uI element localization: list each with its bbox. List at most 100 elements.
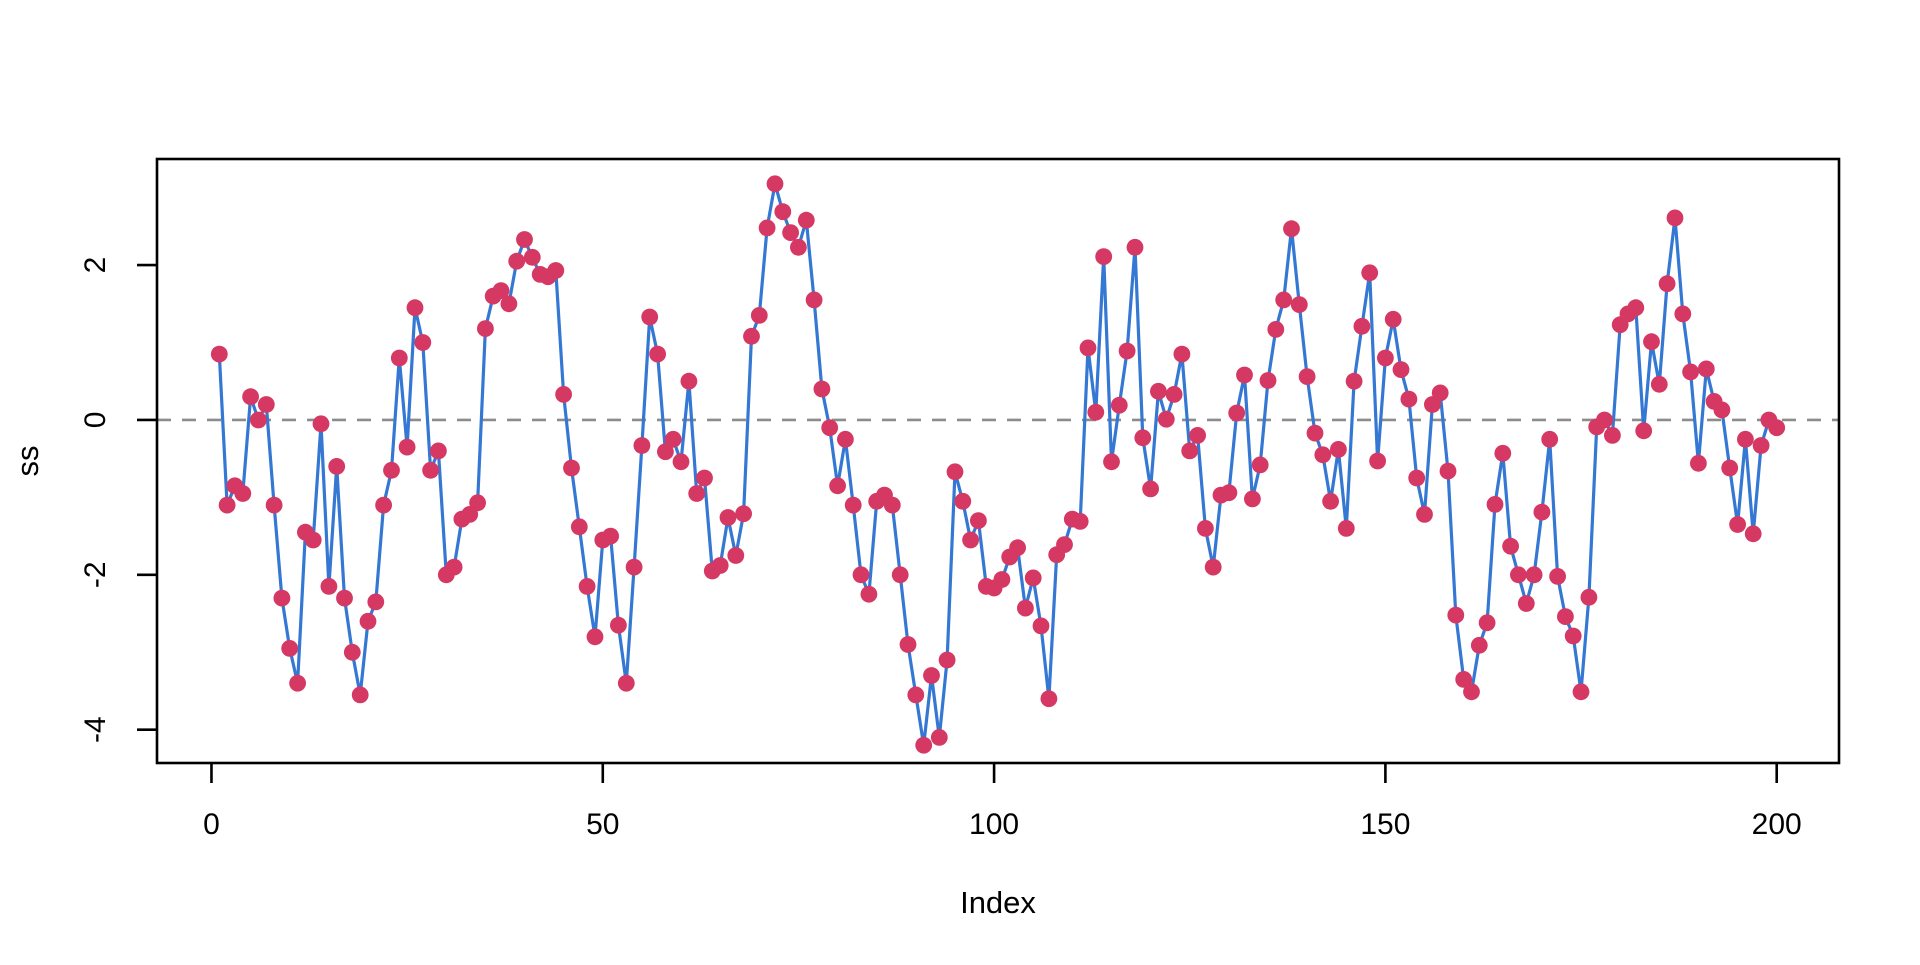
data-point [1463,683,1480,701]
data-point [860,585,878,603]
data-point [563,459,580,477]
data-point [1306,424,1324,442]
data-point [1244,490,1261,508]
data-point [500,295,518,313]
data-point [445,558,463,576]
series-path [217,182,1779,747]
data-point [1752,437,1770,454]
data-point [1408,469,1426,487]
data-point [727,547,745,564]
data-point [649,345,666,363]
data-point [1095,248,1113,265]
data-point [1259,372,1277,389]
data-point [1110,396,1128,414]
data-point [1142,480,1159,498]
plot-frame [155,157,1841,765]
data-point [1126,238,1144,256]
data-point [1384,310,1402,328]
series-line [217,182,1779,747]
data-point [359,612,377,630]
data-point [1267,321,1285,338]
data-point [1087,403,1105,421]
data-point [375,496,392,514]
x-tick-label: 200 [1752,808,1802,841]
data-point [1439,462,1457,480]
data-point [1650,375,1668,393]
y-axis-label: ss [10,446,45,477]
data-point [1118,342,1136,360]
data-point [1510,566,1527,584]
data-point [1737,430,1754,448]
data-point [657,443,674,461]
x-tick-label: 100 [969,808,1019,841]
plot-box [155,157,1841,765]
data-point [586,628,604,646]
data-point [257,396,275,413]
data-point [664,430,682,448]
data-point [1713,401,1731,419]
data-point [1197,520,1214,537]
y-tick-label: -4 [79,716,112,743]
data-point [1204,558,1222,576]
data-point [1643,333,1660,351]
data-point [1134,429,1152,447]
data-point [1157,410,1175,428]
axis-ticks: 0 50 100 150 200 2 0 -2 -4 [79,257,1802,841]
data-point [1345,372,1363,390]
data-point [617,674,635,692]
y-tick-label: -2 [79,561,112,588]
y-tick-label: 0 [79,412,112,429]
data-point [1596,411,1613,429]
data-point [1330,441,1347,458]
data-point [1494,444,1512,462]
data-point [680,372,698,390]
data-point [837,430,854,448]
data-point [210,345,228,363]
data-point [242,388,259,406]
data-point [672,453,690,471]
data-point [1580,588,1598,606]
data-point [954,492,972,510]
data-point [265,496,283,514]
x-tick-label: 50 [586,808,619,841]
data-point [1040,690,1058,708]
data-point [962,531,979,549]
data-point [1024,569,1042,587]
data-point [1486,496,1504,513]
data-point [351,686,369,704]
data-point [774,203,792,221]
y-tick-label: 2 [79,257,112,274]
x-axis-label: Index [960,885,1036,920]
data-point [844,496,862,514]
data-point [1431,384,1449,402]
data-point [711,557,729,574]
data-point [625,558,643,576]
data-point [547,262,565,279]
data-point [218,496,236,514]
data-point [1721,459,1739,477]
data-point [1228,404,1246,422]
data-point [1150,382,1167,400]
data-point [508,252,526,270]
data-point [1056,536,1073,553]
data-point [1377,349,1394,367]
data-point [891,566,909,584]
data-point [1604,427,1621,444]
data-point [1744,525,1762,543]
data-point [469,494,486,512]
data-point [1455,671,1473,688]
data-point [1525,566,1543,584]
data-point [750,307,768,324]
data-point [1275,291,1293,309]
data-point [1298,368,1316,385]
data-point [1572,683,1590,701]
data-point [555,386,572,403]
data-point [406,299,424,317]
data-point [1009,539,1026,557]
data-point [899,636,917,653]
data-point [1674,305,1692,323]
data-point [1189,427,1206,444]
data-point [719,509,737,526]
x-tick-label: 0 [203,808,220,841]
